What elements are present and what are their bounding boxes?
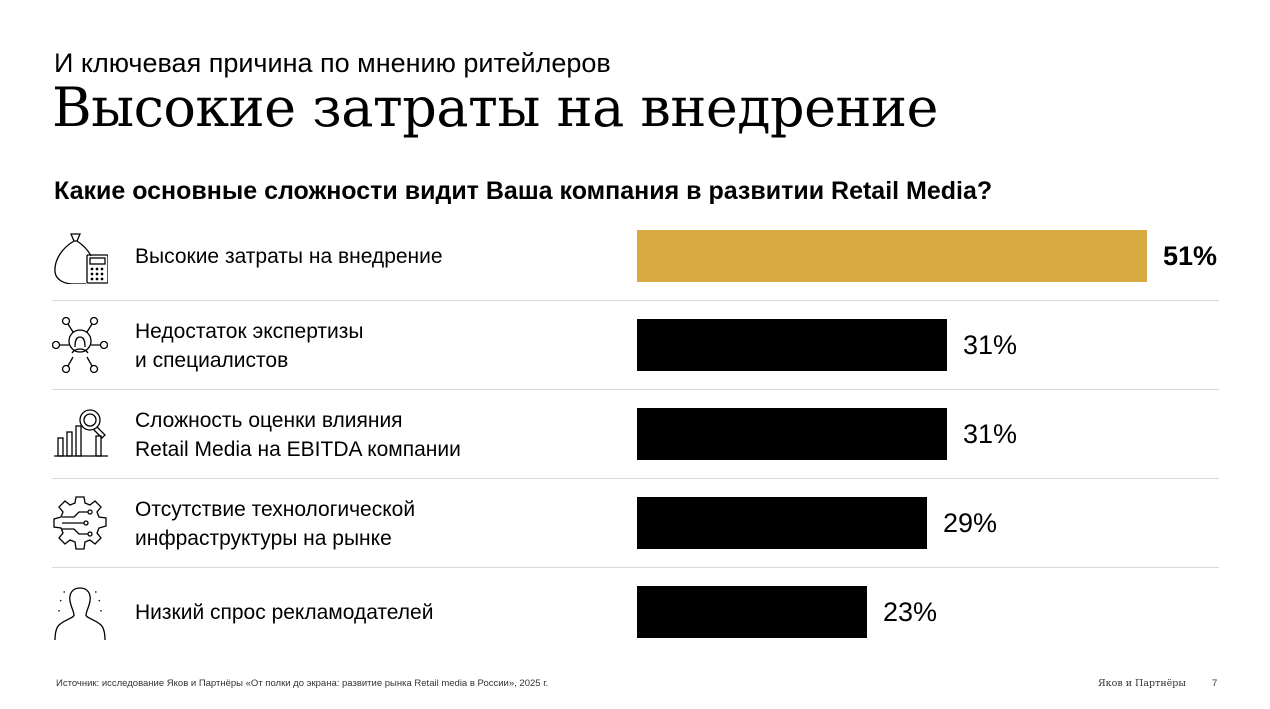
gear-circuit-icon: [53, 496, 107, 550]
category-label: Сложность оценки влияния Retail Media на…: [135, 409, 461, 461]
bar-chart: Высокие затраты на внедрение 51% Недоста…: [52, 212, 1219, 657]
row-divider: [52, 567, 1219, 568]
person-silhouette-icon: [54, 587, 106, 640]
expert-network-icon: [52, 317, 108, 373]
magnifier-chart-icon: [54, 409, 108, 457]
row-divider: [52, 389, 1219, 390]
row-divider: [52, 300, 1219, 301]
category-label: Высокие затраты на внедрение: [135, 245, 443, 268]
bar-mark: [637, 586, 867, 638]
chart-row: Высокие затраты на внедрение 51%: [52, 212, 1219, 301]
row-divider: [52, 478, 1219, 479]
bar-mark: [637, 319, 947, 371]
brand-name: Яков и Партнёры: [1098, 678, 1186, 689]
bar-mark: [637, 230, 1147, 282]
page-title: Высокие затраты на внедрение: [52, 76, 939, 139]
chart-title: Какие основные сложности видит Ваша комп…: [54, 177, 993, 205]
bar-mark: [637, 408, 947, 460]
value-label: 29%: [943, 508, 998, 538]
page-subtitle: И ключевая причина по мнению ритейлеров: [54, 48, 611, 78]
chart-row: Недостаток экспертизы и специалистов 31%: [52, 301, 1219, 390]
money-bag-calculator-icon: [54, 233, 108, 284]
category-label: Недостаток экспертизы и специалистов: [135, 320, 364, 372]
chart-row: Низкий спрос рекламодателей 23%: [52, 568, 1219, 657]
value-label: 31%: [963, 330, 1018, 360]
bar-mark: [637, 497, 927, 549]
value-label: 23%: [883, 597, 938, 627]
value-label: 31%: [963, 419, 1018, 449]
category-label: Низкий спрос рекламодателей: [135, 601, 434, 624]
chart-row: Сложность оценки влияния Retail Media на…: [52, 390, 1219, 479]
chart-row: Отсутствие технологической инфраструктур…: [52, 479, 1219, 568]
page-number: 7: [1212, 678, 1218, 689]
value-label: 51%: [1163, 241, 1218, 271]
source-note: Источник: исследование Яков и Партнёры «…: [56, 678, 549, 689]
category-label: Отсутствие технологической инфраструктур…: [135, 498, 416, 550]
